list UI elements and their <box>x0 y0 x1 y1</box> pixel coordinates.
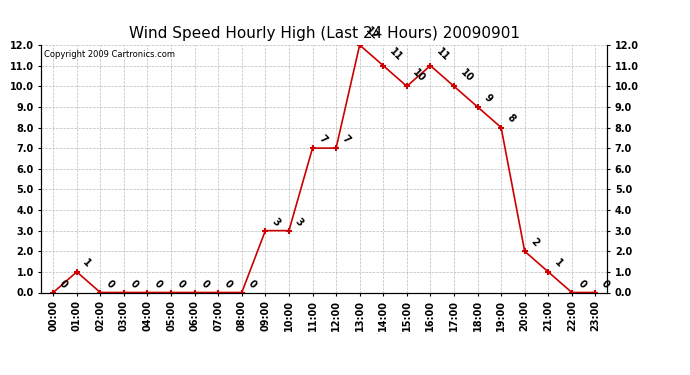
Title: Wind Speed Hourly High (Last 24 Hours) 20090901: Wind Speed Hourly High (Last 24 Hours) 2… <box>129 26 520 41</box>
Text: 0: 0 <box>600 278 611 290</box>
Text: 10: 10 <box>458 67 475 84</box>
Text: 0: 0 <box>128 278 140 290</box>
Text: 9: 9 <box>482 92 493 104</box>
Text: 11: 11 <box>387 46 404 63</box>
Text: 3: 3 <box>270 216 282 228</box>
Text: Copyright 2009 Cartronics.com: Copyright 2009 Cartronics.com <box>44 50 175 59</box>
Text: 1: 1 <box>553 257 564 269</box>
Text: 0: 0 <box>222 278 234 290</box>
Text: 1: 1 <box>81 257 92 269</box>
Text: 11: 11 <box>435 46 451 63</box>
Text: 0: 0 <box>576 278 588 290</box>
Text: 2: 2 <box>529 237 541 249</box>
Text: 0: 0 <box>57 278 69 290</box>
Text: 10: 10 <box>411 67 428 84</box>
Text: 0: 0 <box>175 278 187 290</box>
Text: 0: 0 <box>104 278 117 290</box>
Text: 7: 7 <box>340 134 352 146</box>
Text: 3: 3 <box>293 216 305 228</box>
Text: 12: 12 <box>364 26 380 42</box>
Text: 0: 0 <box>199 278 210 290</box>
Text: 7: 7 <box>317 134 328 146</box>
Text: 0: 0 <box>246 278 258 290</box>
Text: 8: 8 <box>505 113 518 125</box>
Text: 0: 0 <box>152 278 164 290</box>
